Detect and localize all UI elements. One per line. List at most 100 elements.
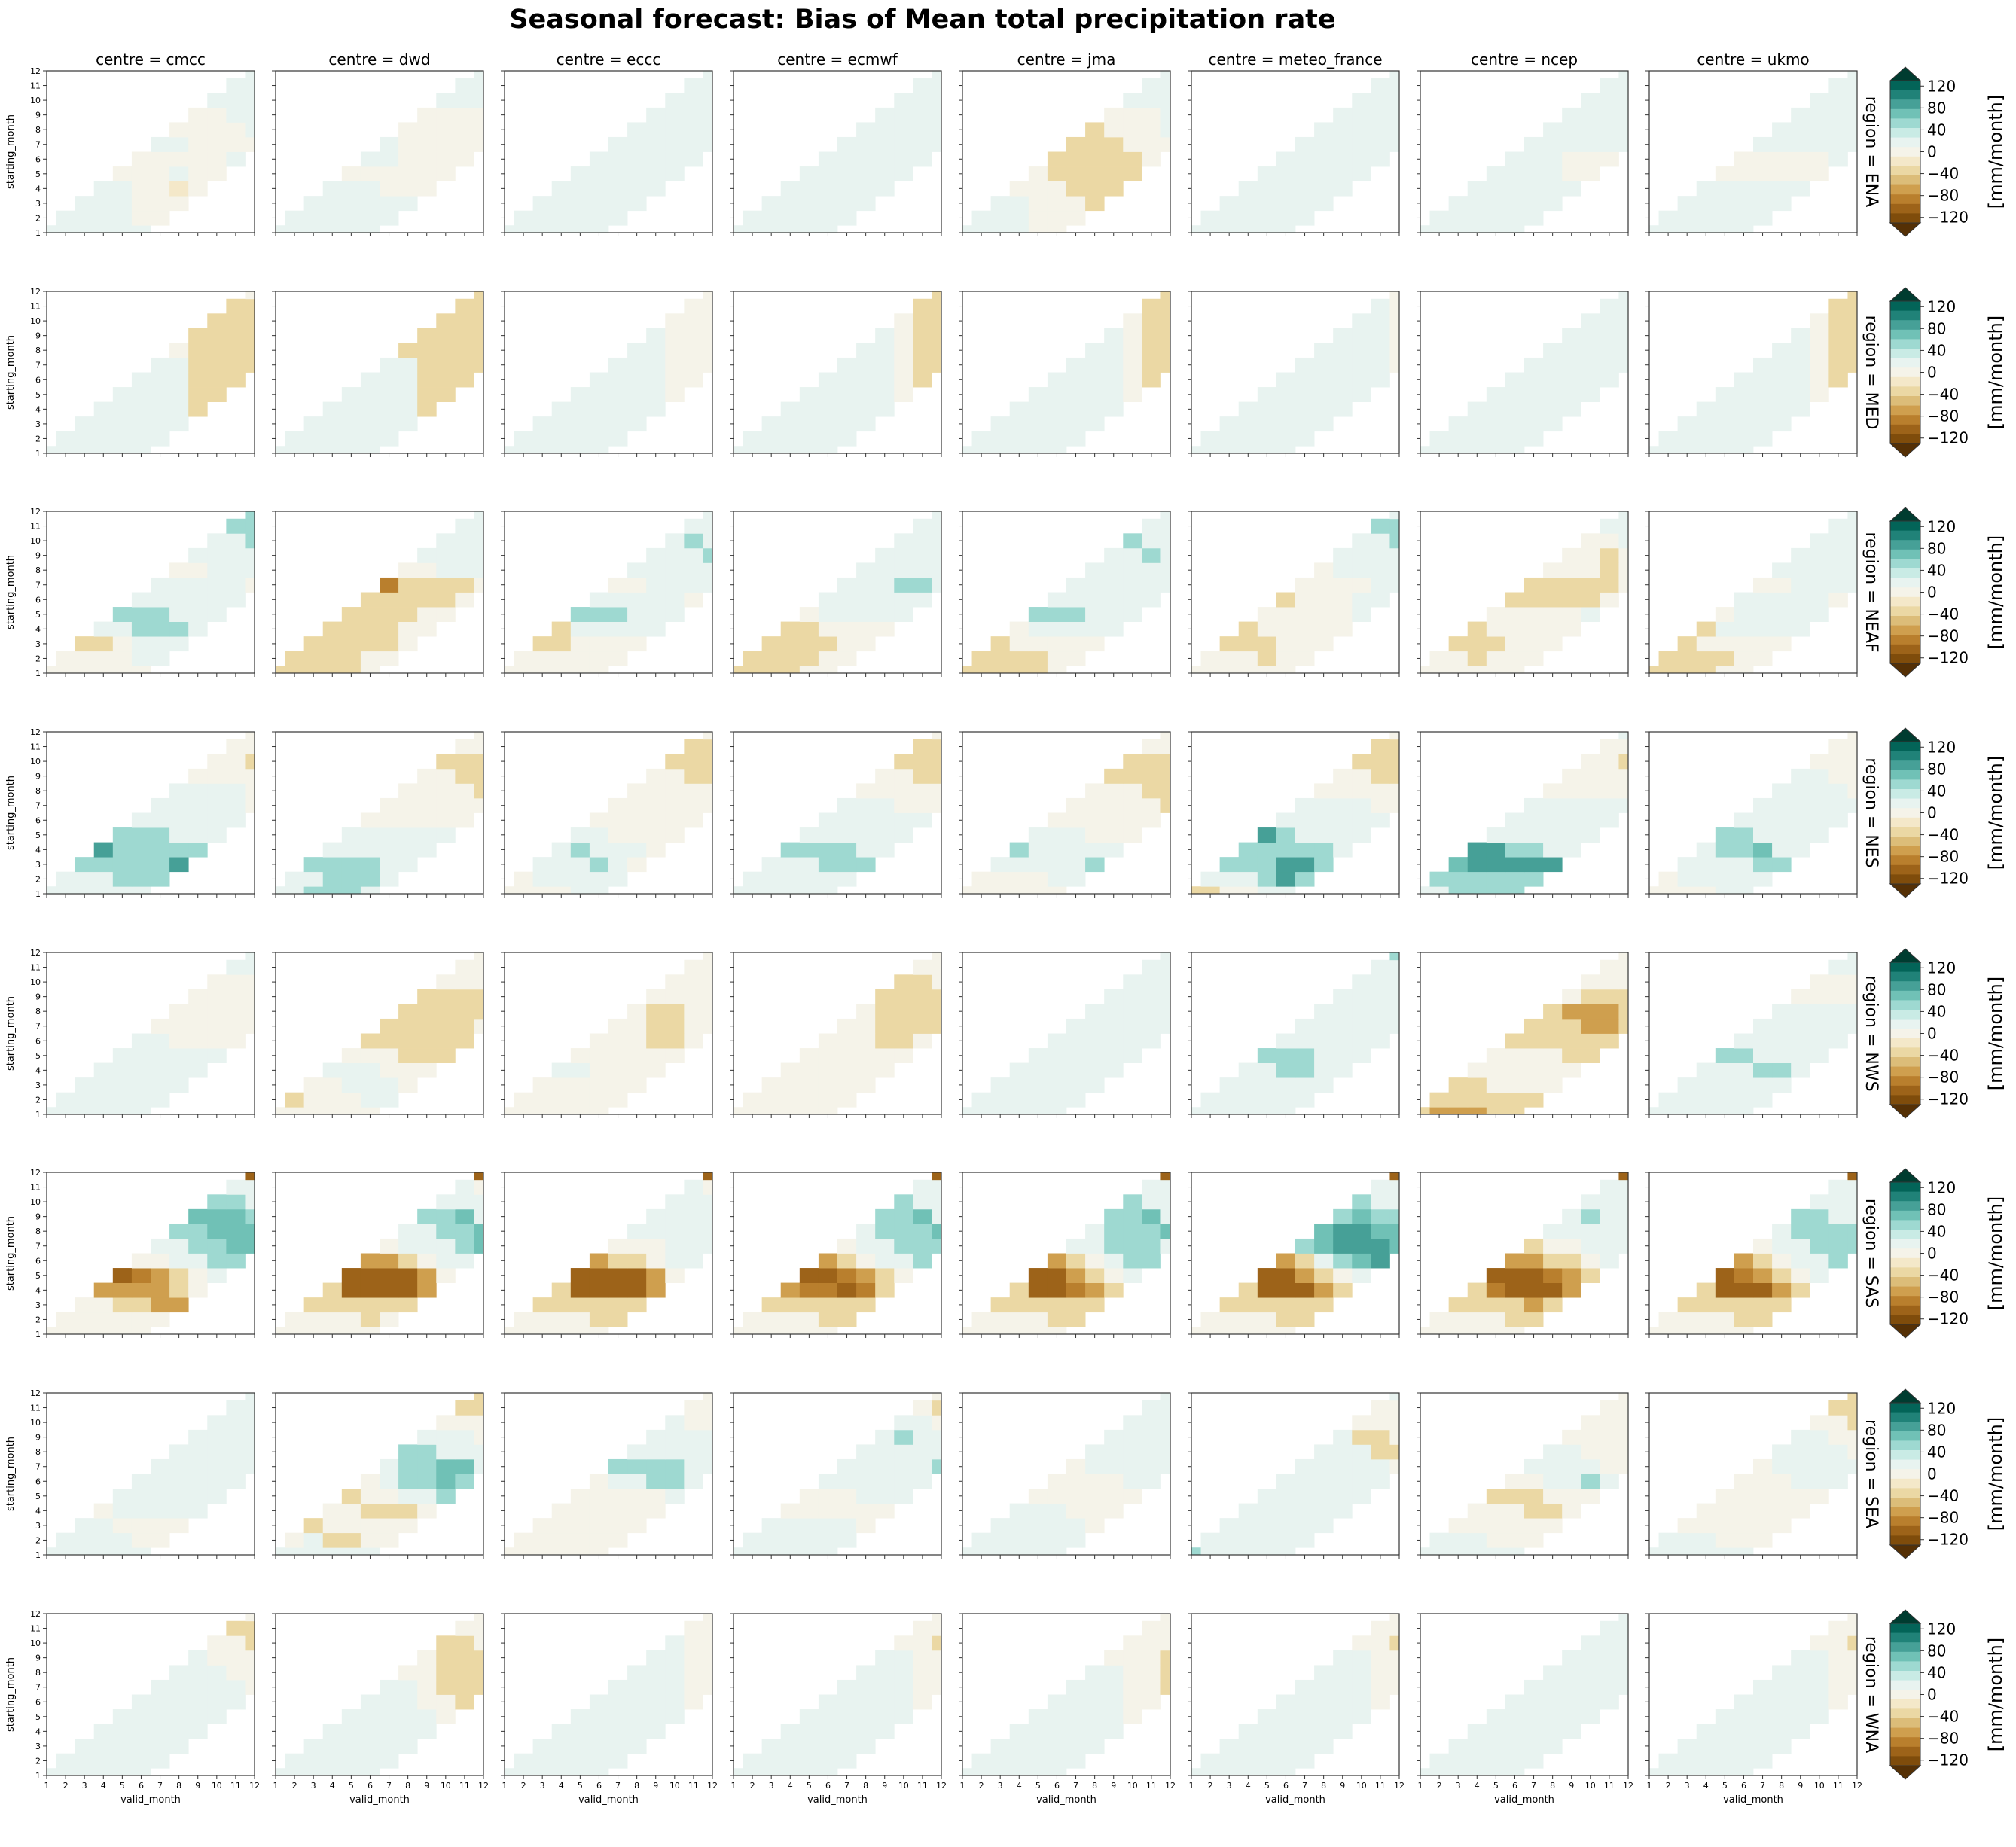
heatmap-cell: [1581, 93, 1600, 108]
colorbar-tick-label: 40: [1927, 1222, 1946, 1240]
heatmap-cell: [799, 225, 819, 233]
heatmap-cell: [818, 621, 838, 637]
heatmap-cell: [75, 225, 95, 233]
heatmap-cell: [1847, 1429, 1858, 1445]
panel-frame: [1191, 731, 1400, 895]
heatmap-cell: [703, 1224, 713, 1239]
heatmap-cell: [380, 1253, 399, 1269]
heatmap-cell: [207, 122, 227, 138]
heatmap-cell: [818, 1312, 838, 1327]
heatmap-cell: [646, 562, 666, 578]
y-tick-label: 9: [35, 111, 41, 120]
heatmap-cell: [474, 1444, 484, 1460]
heatmap-cell: [226, 107, 246, 123]
heatmap-cell: [589, 842, 609, 858]
heatmap-cell: [1505, 1474, 1525, 1489]
heatmap-cell: [913, 547, 932, 563]
heatmap-cell: [1791, 1253, 1810, 1269]
heatmap-cell: [1200, 1547, 1221, 1556]
heatmap-cell: [226, 151, 246, 167]
heatmap-cell: [1104, 1048, 1124, 1063]
heatmap-cell: [570, 1297, 590, 1313]
heatmap-cell: [436, 1224, 456, 1239]
heatmap-cell: [837, 431, 857, 447]
heatmap-cell: [151, 1297, 170, 1313]
heatmap-cell: [589, 1253, 609, 1269]
heatmap-cell: [1314, 1444, 1334, 1460]
heatmap-cell: [455, 1238, 474, 1254]
heatmap-cell: [112, 1048, 133, 1063]
heatmap-cell: [875, 783, 895, 799]
heatmap-cell: [646, 592, 666, 608]
y-tick-label: 11: [30, 963, 41, 973]
heatmap-cell: [1066, 151, 1086, 167]
heatmap-cell: [1314, 1018, 1334, 1034]
heatmap-cell: [1028, 446, 1048, 454]
heatmap-cell: [380, 812, 399, 828]
heatmap-cell: [1524, 136, 1544, 152]
heatmap-cell: [1420, 886, 1430, 895]
panel-frame: [504, 1392, 713, 1556]
panel-NES-eccc: [501, 731, 713, 898]
heatmap-cell: [1389, 71, 1400, 79]
heatmap-cell: [1219, 1312, 1240, 1327]
heatmap-cell: [570, 871, 590, 887]
heatmap-cell: [837, 1033, 857, 1049]
heatmap-cell: [245, 122, 255, 138]
heatmap-cell: [894, 122, 913, 138]
heatmap-cell: [1810, 1208, 1829, 1224]
colorbar-segment: [1890, 971, 1920, 982]
heatmap-cell: [1658, 210, 1679, 226]
colorbar-segment: [1890, 864, 1920, 875]
heatmap-cell: [360, 446, 380, 454]
heatmap-cell: [1047, 225, 1067, 233]
heatmap-cell: [646, 357, 666, 373]
heatmap-cell: [818, 636, 838, 652]
panel-frame: [46, 1392, 255, 1556]
heatmap-cell: [1276, 1253, 1296, 1269]
heatmap-cell: [112, 196, 133, 212]
heatmap-cell: [1562, 592, 1581, 608]
y-tick-label: 1: [35, 228, 41, 238]
heatmap-cell: [1085, 357, 1105, 373]
heatmap-cell: [131, 1268, 151, 1283]
heatmap-cell: [322, 196, 343, 212]
heatmap-cell: [1200, 1327, 1221, 1335]
heatmap-cell: [1847, 754, 1858, 770]
heatmap-cell: [1352, 151, 1371, 167]
heatmap-cell: [646, 842, 666, 858]
heatmap-cell: [1524, 797, 1544, 813]
heatmap-cell: [1123, 357, 1142, 373]
heatmap-cell: [608, 1458, 628, 1474]
heatmap-cell: [151, 357, 170, 373]
heatmap-cell: [570, 1489, 590, 1504]
heatmap-cell: [341, 446, 361, 454]
heatmap-cell: [1123, 1489, 1142, 1504]
heatmap-cell: [684, 343, 703, 358]
heatmap-cell: [93, 1312, 114, 1327]
heatmap-cell: [1543, 1489, 1563, 1504]
colorbar-extend-min: [1889, 663, 1922, 678]
heatmap-cell: [1618, 1194, 1629, 1210]
y-tick-label: 10: [30, 536, 41, 546]
colorbar-segment: [1890, 1267, 1920, 1278]
heatmap-cell: [1238, 416, 1258, 432]
heatmap-cell: [1772, 196, 1792, 212]
heatmap-cell: [627, 1018, 647, 1034]
panel-frame: [1648, 731, 1858, 895]
heatmap-cell: [1505, 225, 1525, 233]
heatmap-cell: [1791, 812, 1810, 828]
heatmap-cell: [1085, 387, 1105, 402]
heatmap-cell: [1142, 328, 1161, 343]
heatmap-cell: [1352, 827, 1371, 843]
heatmap-cell: [1191, 886, 1201, 895]
heatmap-cell: [474, 1238, 484, 1254]
heatmap-cell: [1352, 1033, 1371, 1049]
heatmap-cell: [360, 387, 380, 402]
heatmap-cell: [1371, 562, 1390, 578]
heatmap-cell: [75, 651, 95, 666]
heatmap-cell: [207, 107, 227, 123]
heatmap-cell: [1104, 1224, 1124, 1239]
heatmap-cell: [303, 225, 324, 233]
heatmap-cell: [245, 511, 255, 520]
